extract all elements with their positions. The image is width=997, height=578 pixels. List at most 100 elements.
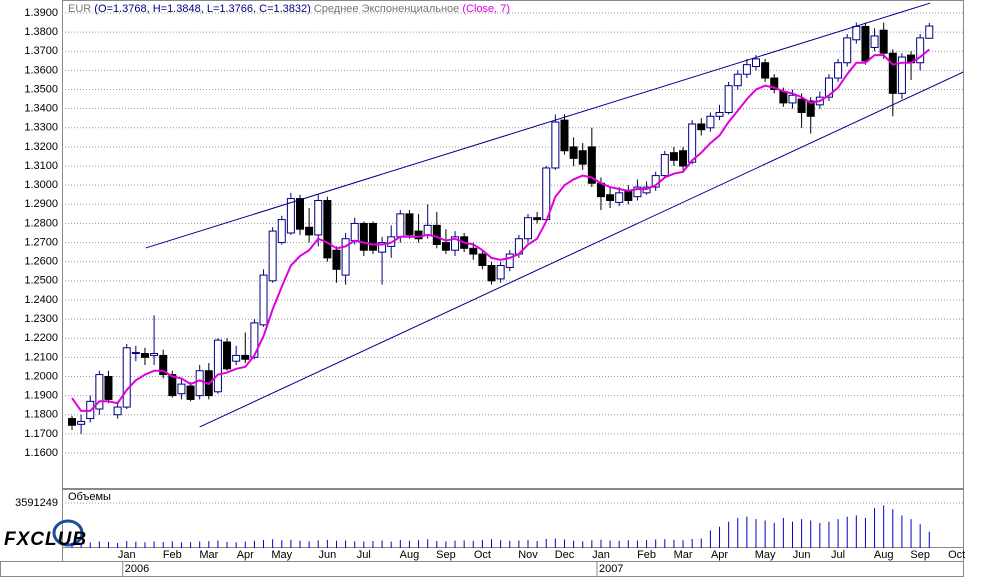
- plot-area: [62, 2, 963, 454]
- candle-body: [396, 213, 405, 238]
- volume-label: Объемы: [68, 491, 111, 503]
- x-tick-label: Oct: [474, 549, 491, 561]
- chart-header: EUR (O=1.3768, H=1.3848, L=1.3766, C=1.3…: [68, 3, 510, 15]
- candle-body: [350, 222, 359, 242]
- candle-body: [505, 253, 514, 268]
- candle-body: [140, 353, 149, 358]
- candle-body: [779, 90, 788, 104]
- candle-body: [122, 347, 131, 408]
- y-tick-label: 1.2900: [24, 198, 58, 210]
- candle-body: [852, 25, 861, 41]
- candle-body: [341, 238, 350, 276]
- candle-body: [925, 25, 934, 39]
- candle-body: [834, 62, 843, 79]
- candle-body: [177, 383, 186, 395]
- y-tick-label: 1.3900: [24, 7, 58, 19]
- y-tick-label: 1.1600: [24, 447, 58, 459]
- trendline: [199, 71, 963, 428]
- candle-body: [724, 85, 733, 113]
- x-tick-label: Jan: [118, 549, 136, 561]
- candle-body: [524, 217, 532, 240]
- x-tick-label: Aug: [874, 549, 894, 561]
- candle-body: [916, 37, 925, 64]
- candle-body: [761, 62, 770, 79]
- candle-body: [824, 77, 833, 98]
- ema-line: [71, 48, 930, 412]
- candle-body: [213, 339, 222, 393]
- candle-body: [268, 230, 277, 282]
- y-tick-label: 1.2300: [24, 313, 58, 325]
- candle-body: [560, 119, 569, 152]
- x-tick-label: Sep: [436, 549, 456, 561]
- candle-body: [259, 274, 268, 326]
- price-panel: [62, 0, 964, 489]
- y-tick-label: 1.1800: [24, 409, 58, 421]
- x-tick-label: Apr: [237, 549, 254, 561]
- candle-body: [195, 370, 204, 397]
- candle-body: [551, 121, 560, 169]
- y-tick-label: 1.2200: [24, 332, 58, 344]
- candle-body: [578, 150, 587, 165]
- candle-body: [688, 123, 697, 163]
- y-tick-label: 1.2500: [24, 275, 58, 287]
- x-tick-label: Apr: [711, 549, 728, 561]
- candle-body: [715, 111, 724, 117]
- y-tick-label: 1.2800: [24, 217, 58, 229]
- candle-body: [487, 265, 496, 282]
- trendline: [145, 2, 931, 249]
- x-tick-label: Feb: [637, 549, 656, 561]
- candle-body: [770, 77, 779, 91]
- year-axis: [0, 561, 964, 577]
- candle-body: [305, 226, 314, 236]
- candle-body: [587, 146, 596, 184]
- y-tick-label: 1.3800: [24, 26, 58, 38]
- x-tick-label: Nov: [518, 549, 538, 561]
- x-tick-label: Jun: [793, 549, 811, 561]
- candle-body: [569, 146, 578, 159]
- x-tick-label: Jan: [592, 549, 610, 561]
- y-tick-label: 1.2400: [24, 294, 58, 306]
- candle-body: [77, 420, 86, 425]
- candle-body: [131, 352, 140, 355]
- candle-body: [159, 354, 168, 376]
- x-tick-label: May: [755, 549, 776, 561]
- y-tick-label: 1.1900: [24, 390, 58, 402]
- candle-body: [897, 56, 906, 94]
- candle-body: [660, 154, 669, 177]
- candle-body: [314, 199, 323, 236]
- candle-body: [150, 353, 159, 356]
- candle-body: [451, 236, 460, 251]
- y-tick-label: 1.3500: [24, 83, 58, 95]
- y-tick-label: 1.2700: [24, 236, 58, 248]
- y-tick-label: 1.2000: [24, 370, 58, 382]
- candle-body: [250, 322, 259, 358]
- candle-body: [441, 242, 450, 251]
- candle-body: [478, 253, 487, 267]
- x-tick-label: Jul: [831, 549, 845, 561]
- year-label: 2006: [125, 563, 149, 575]
- x-tick-label: Sep: [910, 549, 930, 561]
- candle-body: [870, 35, 879, 48]
- candle-body: [277, 219, 286, 244]
- candle-body: [332, 249, 341, 270]
- candle-body: [496, 265, 505, 280]
- candle-body: [469, 247, 478, 255]
- candle-body: [697, 123, 706, 131]
- candle-body: [752, 58, 760, 68]
- volume-tick-label: 3591249: [15, 497, 58, 509]
- indicator-name: Среднее Экспоненциальное: [314, 3, 459, 15]
- x-tick-label: Jun: [318, 549, 336, 561]
- y-tick-label: 1.2600: [24, 256, 58, 268]
- candle-body: [706, 115, 715, 129]
- x-tick-label: Feb: [163, 549, 182, 561]
- y-tick-label: 1.3100: [24, 160, 58, 172]
- candle-body: [223, 341, 232, 370]
- candle-body: [733, 73, 742, 87]
- candle-body: [432, 224, 441, 245]
- candle-body: [633, 186, 642, 198]
- y-tick-label: 1.3000: [24, 179, 58, 191]
- candle-body: [296, 198, 304, 230]
- candle-body: [669, 152, 678, 161]
